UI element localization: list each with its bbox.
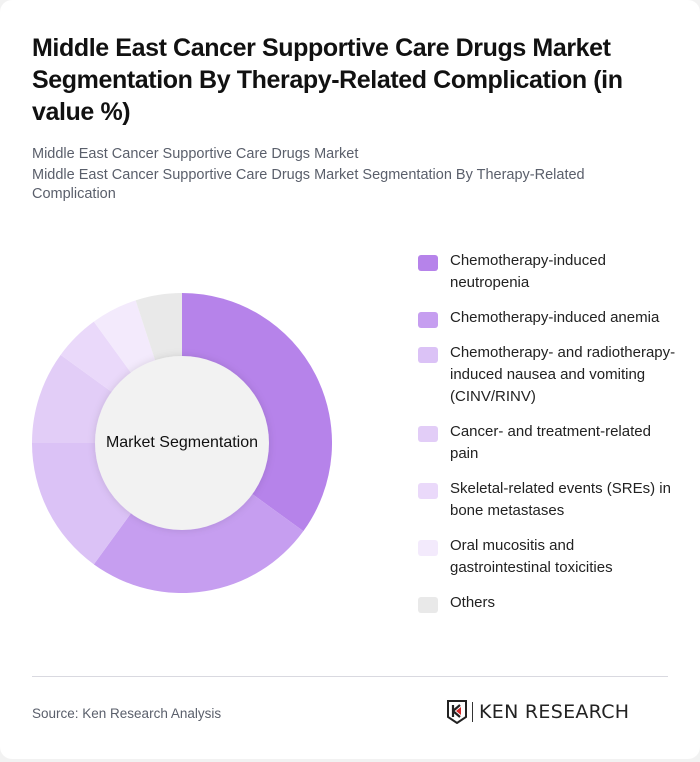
- donut-svg: [32, 293, 332, 593]
- chart-title: Middle East Cancer Supportive Care Drugs…: [32, 34, 623, 126]
- legend-label: Others: [450, 594, 496, 611]
- logo-text: KEN RESEARCH: [479, 701, 630, 723]
- chart-subtitle: Middle East Cancer Supportive Care Drugs…: [32, 146, 359, 162]
- legend-item[interactable]: Oral mucositis and gastrointestinal toxi…: [418, 535, 678, 579]
- chart-legend: Chemotherapy-induced neutropenia Chemothe…: [418, 250, 678, 627]
- legend-label: Chemotherapy- and radiotherapy-induced n…: [450, 344, 676, 405]
- logo-separator: [472, 702, 473, 722]
- legend-label: Cancer- and treatment-related pain: [450, 423, 651, 462]
- legend-label: Oral mucositis and gastrointestinal toxi…: [450, 537, 613, 576]
- legend-swatch: [418, 483, 438, 499]
- legend-swatch: [418, 597, 438, 613]
- legend-swatch: [418, 426, 438, 442]
- donut-chart: Market Segmentation: [32, 293, 332, 593]
- legend-swatch: [418, 255, 438, 271]
- legend-item[interactable]: Others: [418, 592, 678, 614]
- chart-subtitle-detail: Middle East Cancer Supportive Care Drugs…: [32, 167, 585, 202]
- legend-item[interactable]: Chemotherapy- and radiotherapy-induced n…: [418, 342, 678, 408]
- legend-label: Chemotherapy-induced neutropenia: [450, 252, 606, 291]
- legend-item[interactable]: Skeletal-related events (SREs) in bone m…: [418, 478, 678, 522]
- legend-label: Skeletal-related events (SREs) in bone m…: [450, 480, 671, 519]
- legend-label: Chemotherapy-induced anemia: [450, 309, 660, 326]
- footer-divider: [32, 676, 668, 677]
- legend-swatch: [418, 312, 438, 328]
- ken-research-logo: KEN RESEARCH: [447, 700, 629, 724]
- legend-item[interactable]: Cancer- and treatment-related pain: [418, 421, 678, 465]
- source-note: Source: Ken Research Analysis: [32, 706, 222, 721]
- donut-center: [95, 356, 269, 530]
- legend-item[interactable]: Chemotherapy-induced neutropenia: [418, 250, 678, 294]
- legend-swatch: [418, 540, 438, 556]
- ken-shield-icon: [447, 700, 467, 724]
- legend-swatch: [418, 347, 438, 363]
- legend-item[interactable]: Chemotherapy-induced anemia: [418, 307, 678, 329]
